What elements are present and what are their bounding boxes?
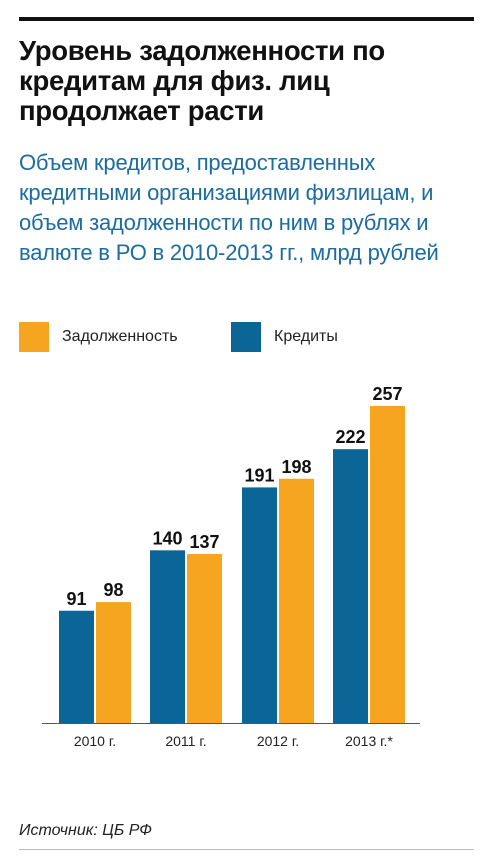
- data-label-debt-0: 98: [103, 580, 123, 600]
- legend-label-debt: Задолженность: [62, 328, 178, 345]
- data-label-credits-2: 191: [244, 465, 274, 485]
- bar-credits-2: [242, 487, 277, 723]
- data-label-credits-3: 222: [335, 427, 365, 447]
- data-label-debt-1: 137: [189, 532, 219, 552]
- chart-subtitle: Объем кредитов, предоставленных кредитны…: [19, 150, 439, 265]
- data-label-credits-1: 140: [152, 528, 182, 548]
- bar-debt-3: [370, 406, 405, 723]
- x-tick-label-0: 2010 г.: [74, 733, 116, 749]
- bar-chart: 91 98 2010 г. 140 137 2011 г. 191 198 2012 г. 222…: [42, 384, 420, 749]
- data-label-debt-3: 257: [372, 384, 402, 404]
- chart-title: Уровень задолженности по кредитам для фи…: [19, 35, 385, 126]
- x-tick-label-1: 2011 г.: [165, 733, 206, 749]
- top-rule: [19, 17, 474, 21]
- legend-label-credits: Кредиты: [274, 328, 338, 345]
- x-tick-label-3: 2013 г.*: [345, 733, 393, 749]
- bar-debt-1: [187, 554, 222, 723]
- source-note: Источник: ЦБ РФ: [19, 822, 152, 839]
- bar-debt-2: [279, 478, 314, 723]
- bar-debt-0: [96, 602, 131, 723]
- x-tick-label-2: 2012 г.: [257, 733, 299, 749]
- bar-credits-0: [59, 610, 94, 723]
- bar-credits-1: [150, 550, 185, 723]
- legend-swatch-credits: [231, 322, 261, 352]
- data-label-debt-2: 198: [281, 457, 311, 477]
- legend-swatch-debt: [19, 322, 49, 352]
- source-rule: [19, 849, 474, 850]
- bar-credits-3: [333, 449, 368, 723]
- data-label-credits-0: 91: [66, 589, 86, 609]
